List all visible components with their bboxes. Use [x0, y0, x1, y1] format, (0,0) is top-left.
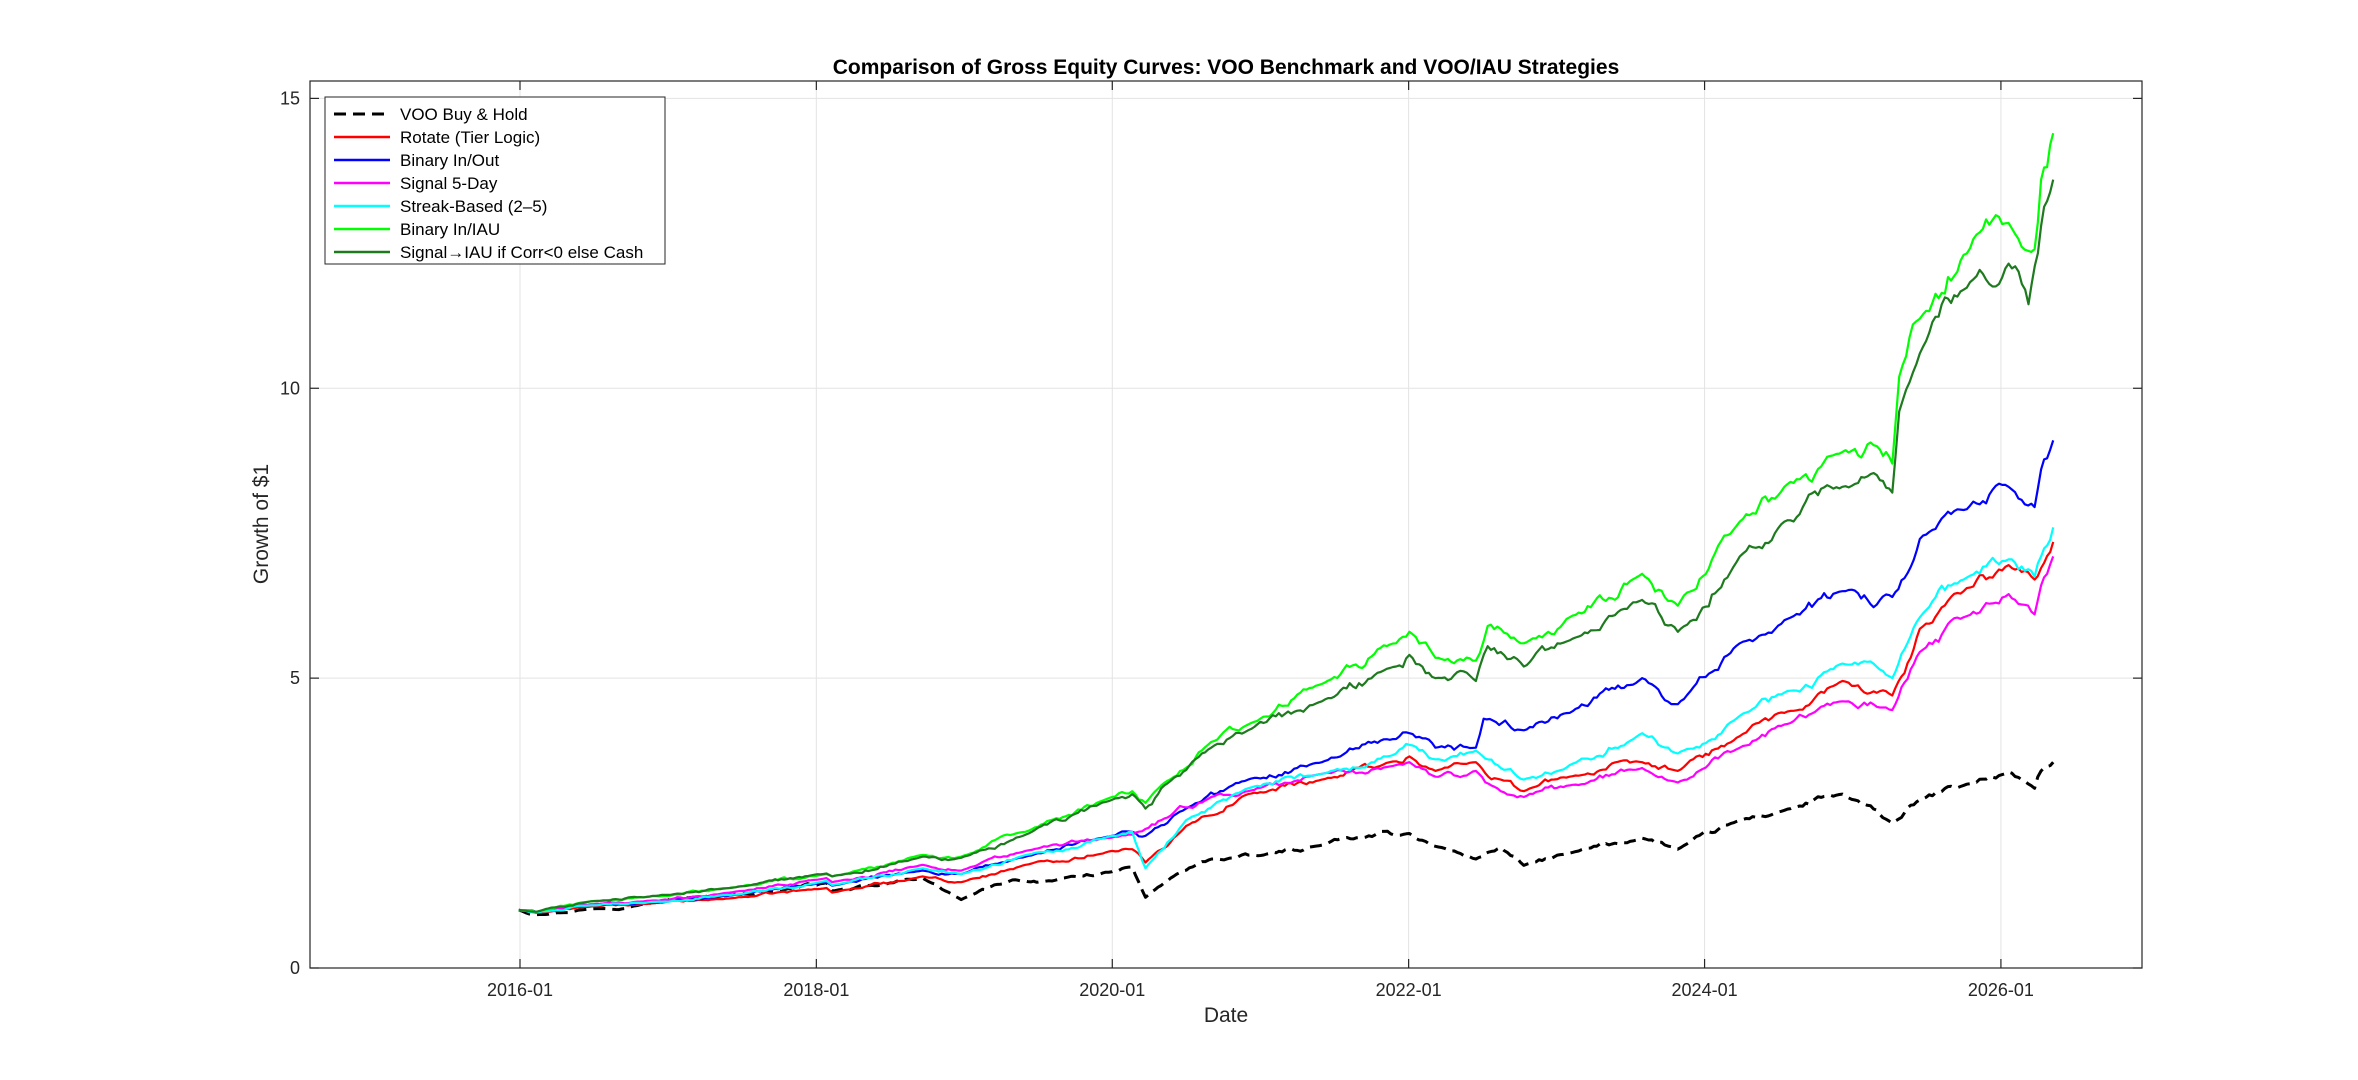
series-lines — [518, 132, 2055, 917]
legend-label-voo: VOO Buy & Hold — [400, 105, 528, 124]
axis-ticks: 2016-01 2018-01 2020-01 2022-01 2024-01 2026-… — [280, 81, 2142, 1000]
x-tick-label: 2022-01 — [1376, 980, 1442, 1000]
legend-label-signal_iau: Signal→IAU if Corr<0 else Cash — [400, 243, 643, 262]
series-line-rotate — [518, 541, 2055, 914]
legend-label-rotate: Rotate (Tier Logic) — [400, 128, 540, 147]
series-line-signal5 — [518, 556, 2055, 913]
legend-label-streak: Streak-Based (2–5) — [400, 197, 547, 216]
y-axis-label: Growth of $1 — [250, 464, 273, 584]
x-tick-label: 2020-01 — [1079, 980, 1145, 1000]
x-tick-label: 2018-01 — [783, 980, 849, 1000]
x-tick-label: 2026-01 — [1968, 980, 2034, 1000]
legend-box — [324, 96, 666, 265]
legend-label-binary_iau: Binary In/IAU — [400, 220, 500, 239]
x-axis-label: Date — [1204, 1004, 1248, 1027]
x-tick-label: 2016-01 — [487, 980, 553, 1000]
series-line-streak — [518, 527, 2055, 914]
y-tick-label: 10 — [280, 378, 300, 398]
legend-label-signal5: Signal 5-Day — [400, 174, 498, 193]
legend-label-binary_inout: Binary In/Out — [400, 151, 499, 170]
y-tick-label: 15 — [280, 88, 300, 108]
x-tick-label: 2024-01 — [1672, 980, 1738, 1000]
legend: VOO Buy & Hold Rotate (Tier Logic) Binary … — [324, 96, 666, 265]
y-tick-label: 5 — [290, 668, 300, 688]
plot-frame — [309, 80, 2143, 969]
chart-title: Comparison of Gross Equity Curves: VOO B… — [833, 56, 1620, 79]
series-line-signal_iau — [518, 179, 2055, 913]
series-line-voo — [518, 761, 2055, 917]
y-tick-label: 0 — [290, 958, 300, 978]
